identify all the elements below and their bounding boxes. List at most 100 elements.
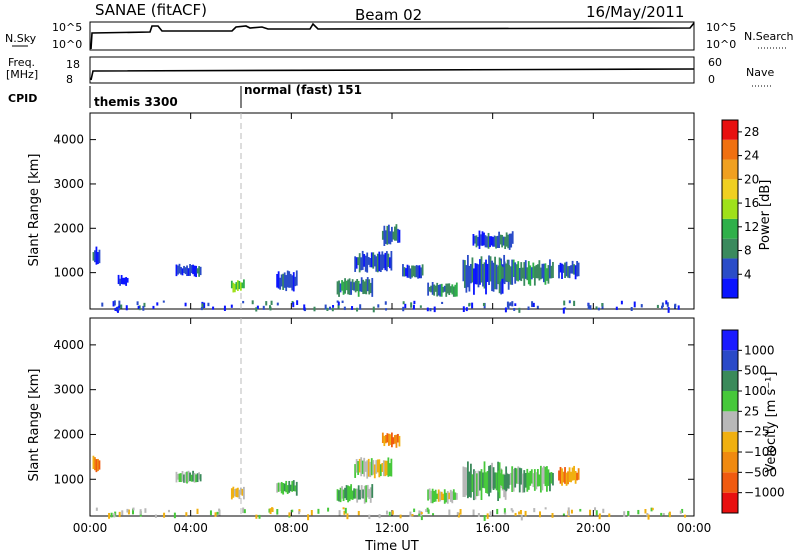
- echo-cell: [520, 262, 523, 282]
- ground-scatter: [402, 301, 405, 305]
- ytick-label: 3000: [53, 177, 84, 191]
- ground-scatter: [562, 307, 565, 314]
- ground-scatter: [644, 509, 647, 514]
- echo-cell: [465, 467, 468, 496]
- ground-scatter: [413, 300, 416, 305]
- ground-scatter: [108, 512, 111, 519]
- cpid-label: CPID: [8, 92, 37, 105]
- ground-scatter: [503, 508, 506, 514]
- echo-cell: [199, 266, 202, 276]
- echo-cell: [241, 282, 244, 289]
- echo-cell: [541, 467, 544, 491]
- ground-scatter: [426, 307, 429, 312]
- echo-cell: [509, 266, 512, 285]
- echo-cell: [98, 460, 101, 470]
- ground-scatter: [101, 302, 104, 307]
- ground-scatter: [368, 514, 371, 520]
- ground-scatter: [413, 508, 416, 513]
- echo-cell: [280, 274, 283, 287]
- nave-tick-bottom: 0: [708, 73, 715, 86]
- nave-tick-top: 60: [708, 56, 722, 69]
- ground-scatter: [496, 508, 499, 515]
- echo-cell: [277, 482, 280, 492]
- ground-scatter: [214, 512, 217, 517]
- echo-cell: [446, 491, 449, 504]
- echo-cell: [198, 266, 201, 277]
- ground-scatter: [185, 512, 188, 517]
- echo-cell: [363, 485, 366, 504]
- ground-scatter: [509, 302, 512, 306]
- echo-cell: [499, 260, 502, 282]
- echo-cell: [384, 230, 387, 244]
- freq-label-line1: Freq.: [8, 56, 35, 69]
- ground-scatter: [419, 305, 422, 308]
- echo-cell: [480, 256, 483, 283]
- ground-scatter: [351, 306, 354, 310]
- echo-cell: [530, 469, 533, 484]
- echo-cell: [494, 472, 496, 489]
- ground-scatter: [132, 508, 135, 515]
- power-panel: 1000 2000 3000 4000: [53, 112, 695, 314]
- echo-cell: [505, 466, 508, 492]
- echo-cell: [338, 280, 340, 297]
- echo-cell: [477, 470, 480, 496]
- ground-scatter: [118, 511, 121, 518]
- echo-cell: [538, 474, 541, 487]
- ground-scatter: [313, 306, 316, 312]
- ground-scatter: [409, 511, 412, 517]
- echo-cell: [405, 268, 407, 277]
- echo-cell: [536, 468, 539, 487]
- echo-cell: [366, 460, 369, 479]
- colorbar-tick-label: 1000: [744, 343, 775, 357]
- ground-scatter: [209, 510, 212, 516]
- echo-cell: [488, 465, 490, 497]
- echo-cell: [289, 273, 292, 288]
- echo-cell: [175, 471, 178, 483]
- echo-cell: [491, 462, 493, 489]
- ground-scatter: [640, 304, 643, 308]
- echo-patch: [92, 246, 101, 265]
- echo-cell: [382, 460, 385, 477]
- ground-scatter: [568, 510, 571, 516]
- ground-scatter: [602, 508, 605, 513]
- echo-cell: [288, 271, 291, 288]
- echo-cell: [564, 467, 566, 484]
- echo-cell: [381, 251, 384, 270]
- ground-scatter: [331, 307, 334, 312]
- echo-cell: [500, 469, 503, 486]
- ground-scatter: [337, 301, 340, 306]
- echo-cell: [503, 474, 506, 490]
- echo-cell: [196, 268, 199, 274]
- echo-cell: [449, 286, 452, 293]
- ground-scatter: [531, 301, 534, 307]
- ground-scatter: [142, 305, 145, 311]
- echo-cell: [541, 263, 544, 279]
- echo-cell: [345, 280, 348, 291]
- echo-cell: [398, 435, 401, 447]
- echo-cell: [496, 235, 499, 248]
- echo-cell: [180, 266, 182, 275]
- ground-scatter: [427, 509, 430, 514]
- echo-cell: [488, 255, 490, 286]
- echo-cell: [292, 272, 295, 292]
- echo-cell: [561, 468, 563, 486]
- ground-scatter: [126, 508, 129, 513]
- echo-patch: [354, 250, 393, 273]
- echo-cell: [473, 469, 475, 501]
- echo-cell: [375, 460, 378, 474]
- echo-cell: [192, 264, 194, 275]
- echo-cell: [445, 283, 448, 297]
- echo-cell: [239, 282, 242, 291]
- echo-cell: [454, 284, 457, 297]
- freq-strip-frame: [89, 56, 695, 84]
- xtick-label: 12:00: [375, 521, 410, 535]
- echo-cell: [484, 235, 487, 248]
- ground-scatter: [118, 305, 121, 309]
- ground-scatter: [269, 306, 272, 311]
- echo-cell: [384, 460, 387, 477]
- echo-cell: [386, 433, 389, 443]
- echo-cell: [193, 265, 196, 277]
- echo-cell: [546, 466, 548, 492]
- ground-scatter: [519, 509, 522, 515]
- ground-scatter: [385, 510, 388, 515]
